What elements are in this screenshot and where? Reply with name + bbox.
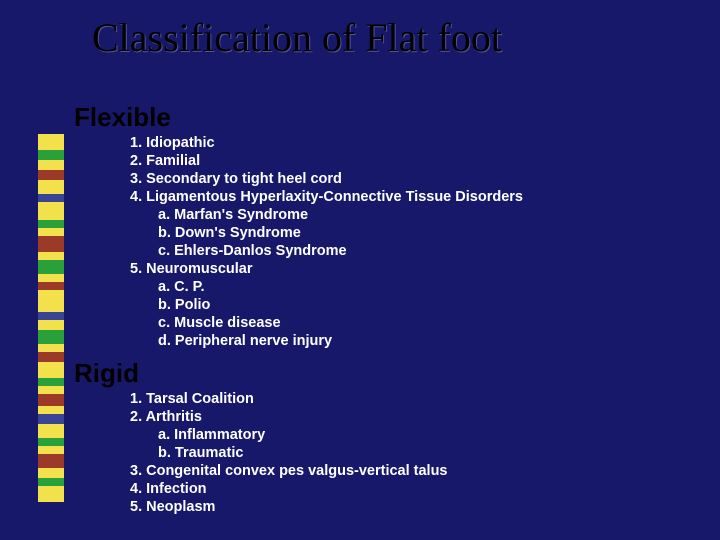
stripe-segment <box>38 362 64 378</box>
stripe-segment <box>38 312 64 320</box>
list-item: a. C. P. <box>130 278 523 296</box>
stripe-segment <box>38 202 64 220</box>
stripe-segment <box>38 282 64 290</box>
stripe-segment <box>38 406 64 414</box>
list-item: c. Muscle disease <box>130 314 523 332</box>
stripe-segment <box>38 378 64 386</box>
list-item: a. Inflammatory <box>130 426 448 444</box>
list-item: a. Marfan's Syndrome <box>130 206 523 224</box>
list-item: 5. Neuromuscular <box>130 260 523 278</box>
list-item: 2. Familial <box>130 152 523 170</box>
stripe-segment <box>38 394 64 406</box>
stripe-segment <box>38 344 64 352</box>
list-item: 3. Secondary to tight heel cord <box>130 170 523 188</box>
list-item: b. Down's Syndrome <box>130 224 523 242</box>
stripe-segment <box>38 220 64 228</box>
stripe-segment <box>38 386 64 394</box>
stripe-segment <box>38 330 64 344</box>
list-flexible: 1. Idiopathic2. Familial3. Secondary to … <box>130 134 523 350</box>
stripe-segment <box>38 134 64 150</box>
stripe-segment <box>38 468 64 478</box>
stripe-segment <box>38 486 64 502</box>
stripe-segment <box>38 194 64 202</box>
section-heading-rigid: Rigid <box>74 358 139 389</box>
stripe-segment <box>38 414 64 424</box>
stripe-segment <box>38 160 64 170</box>
page-title: Classification of Flat foot <box>92 14 502 61</box>
list-rigid: 1. Tarsal Coalition2. Arthritisa. Inflam… <box>130 390 448 516</box>
list-item: 4. Ligamentous Hyperlaxity-Connective Ti… <box>130 188 523 206</box>
stripe-segment <box>38 478 64 486</box>
list-item: 4. Infection <box>130 480 448 498</box>
stripe-segment <box>38 352 64 362</box>
stripe-segment <box>38 236 64 252</box>
stripe-segment <box>38 150 64 160</box>
stripe-segment <box>38 252 64 260</box>
stripe-segment <box>38 170 64 180</box>
list-item: 5. Neoplasm <box>130 498 448 516</box>
section-heading-flexible: Flexible <box>74 102 171 133</box>
stripe-segment <box>38 320 64 330</box>
list-item: c. Ehlers-Danlos Syndrome <box>130 242 523 260</box>
list-item: d. Peripheral nerve injury <box>130 332 523 350</box>
stripe-segment <box>38 446 64 454</box>
list-item: 1. Tarsal Coalition <box>130 390 448 408</box>
decorative-stripe <box>38 134 64 502</box>
list-item: b. Traumatic <box>130 444 448 462</box>
list-item: 3. Congenital convex pes valgus-vertical… <box>130 462 448 480</box>
stripe-segment <box>38 424 64 438</box>
list-item: 2. Arthritis <box>130 408 448 426</box>
stripe-segment <box>38 438 64 446</box>
stripe-segment <box>38 260 64 274</box>
stripe-segment <box>38 290 64 312</box>
stripe-segment <box>38 454 64 468</box>
stripe-segment <box>38 180 64 194</box>
stripe-segment <box>38 274 64 282</box>
list-item: 1. Idiopathic <box>130 134 523 152</box>
list-item: b. Polio <box>130 296 523 314</box>
stripe-segment <box>38 228 64 236</box>
